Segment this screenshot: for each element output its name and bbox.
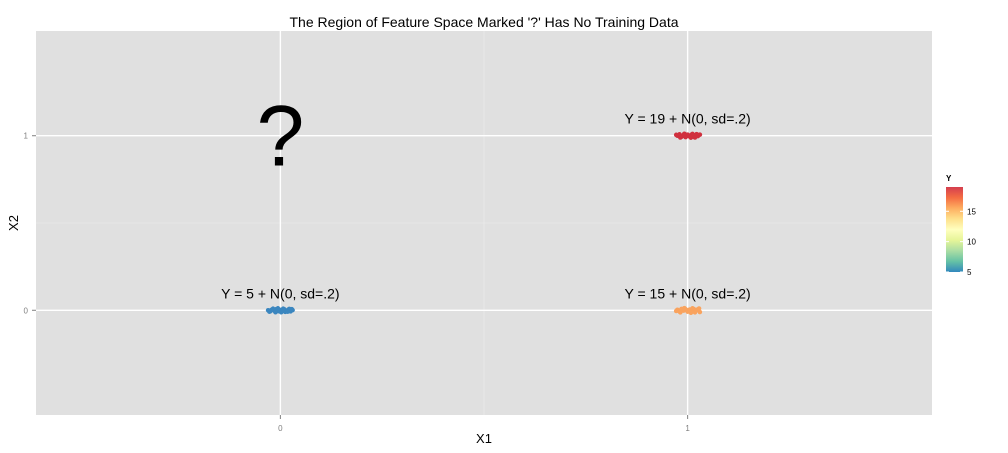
legend-colorbar [946, 187, 963, 272]
data-point [682, 131, 687, 137]
data-point [696, 306, 702, 311]
data-point [289, 306, 295, 312]
data-point [673, 308, 679, 314]
cluster-label: Y = 15 + N(0, sd=.2) [625, 285, 751, 301]
x-tick-label: 0 [278, 424, 283, 433]
question-mark-annotation: ? [256, 89, 304, 185]
x-axis-label: X1 [476, 431, 492, 446]
gridlines [36, 31, 932, 415]
data-point [688, 310, 694, 316]
data-point [690, 306, 695, 311]
data-point [694, 131, 699, 137]
cluster-label: Y = 19 + N(0, sd=.2) [625, 111, 751, 127]
legend-tick-label: 10 [967, 238, 976, 247]
legend-title: Y [946, 174, 952, 183]
legend-tick-label: 5 [967, 268, 972, 277]
cluster-label: Y = 5 + N(0, sd=.2) [221, 285, 339, 301]
data-point [680, 307, 686, 312]
data-point [280, 306, 286, 312]
y-axis-label: X2 [6, 215, 21, 231]
data-point [673, 132, 679, 138]
data-point [269, 307, 274, 313]
chart-title: The Region of Feature Space Marked '?' H… [290, 14, 679, 30]
data-point [697, 309, 703, 315]
x-tick-label: 1 [685, 424, 690, 433]
data-point [678, 135, 683, 140]
axis-ticks: 0 1 0 1 [24, 132, 691, 433]
color-legend: Y 5 10 15 [946, 174, 976, 277]
data-point [688, 135, 694, 140]
data-point [285, 309, 290, 314]
data-points [265, 131, 703, 316]
data-point [690, 131, 695, 137]
y-tick-label: 1 [24, 132, 29, 141]
legend-tick-label: 15 [967, 207, 976, 216]
data-point [273, 309, 278, 315]
y-tick-label: 0 [24, 306, 29, 315]
data-point [277, 307, 282, 313]
cluster-labels: Y = 5 + N(0, sd=.2) Y = 15 + N(0, sd=.2) Y… [221, 89, 751, 302]
